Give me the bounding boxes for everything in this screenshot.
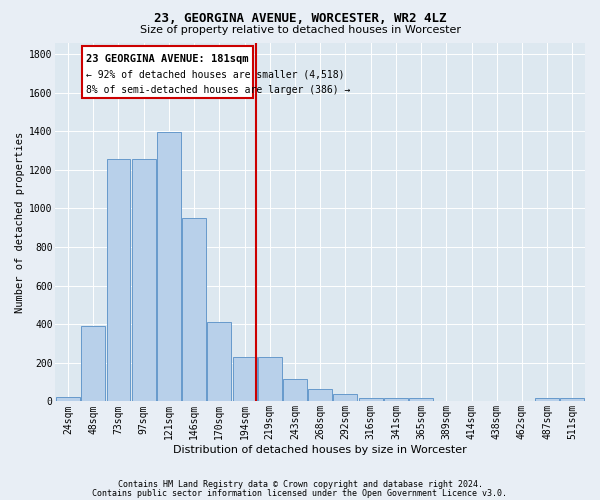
Bar [535,398,559,402]
FancyBboxPatch shape [82,46,253,98]
Bar [182,218,206,402]
Y-axis label: Number of detached properties: Number of detached properties [15,132,25,312]
Bar [334,394,358,402]
Bar [132,159,155,402]
Bar [409,398,433,402]
Bar [283,379,307,402]
X-axis label: Distribution of detached houses by size in Worcester: Distribution of detached houses by size … [173,445,467,455]
Text: ← 92% of detached houses are smaller (4,518): ← 92% of detached houses are smaller (4,… [86,70,344,80]
Bar [157,132,181,402]
Bar [81,326,105,402]
Text: 8% of semi-detached houses are larger (386) →: 8% of semi-detached houses are larger (3… [86,86,350,96]
Text: Contains public sector information licensed under the Open Government Licence v3: Contains public sector information licen… [92,488,508,498]
Bar [560,398,584,402]
Bar [258,357,282,402]
Bar [56,396,80,402]
Bar [208,322,232,402]
Bar [233,357,257,402]
Text: 23, GEORGINA AVENUE, WORCESTER, WR2 4LZ: 23, GEORGINA AVENUE, WORCESTER, WR2 4LZ [154,12,446,26]
Text: Contains HM Land Registry data © Crown copyright and database right 2024.: Contains HM Land Registry data © Crown c… [118,480,482,489]
Text: Size of property relative to detached houses in Worcester: Size of property relative to detached ho… [139,25,461,35]
Bar [359,398,383,402]
Text: 23 GEORGINA AVENUE: 181sqm: 23 GEORGINA AVENUE: 181sqm [86,54,249,64]
Bar [107,159,130,402]
Bar [308,389,332,402]
Bar [384,398,408,402]
